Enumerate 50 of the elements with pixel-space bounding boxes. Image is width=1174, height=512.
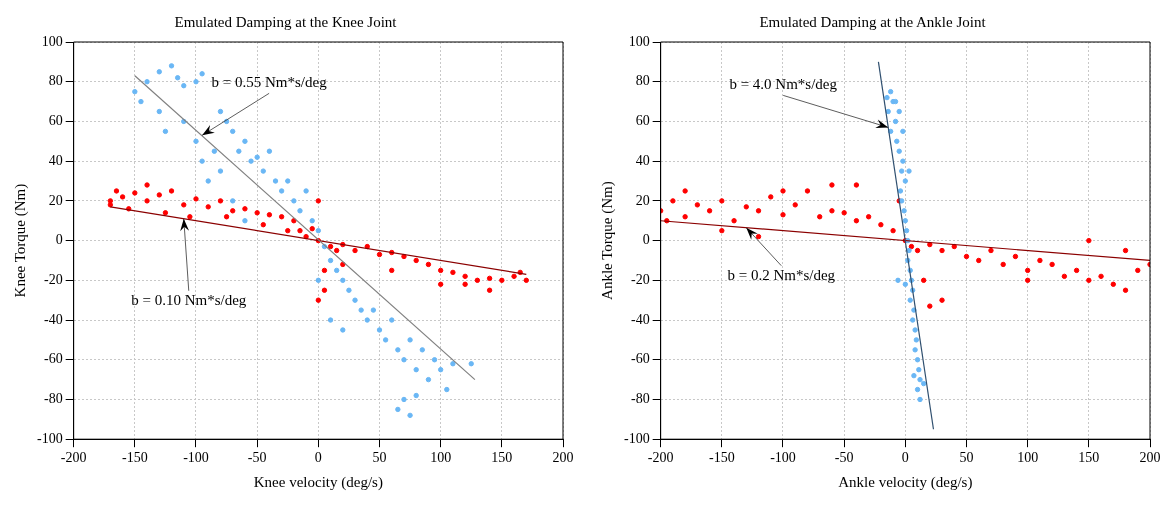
y-tick-label: 40 xyxy=(635,152,650,168)
y-tick-label: -60 xyxy=(630,351,650,367)
y-tick-label: 100 xyxy=(628,33,650,49)
y-tick-label: -40 xyxy=(630,311,650,327)
x-tick-label: 100 xyxy=(1017,450,1039,466)
y-tick-label: -80 xyxy=(43,391,63,407)
x-axis-title: Ankle velocity (deg/s) xyxy=(838,473,973,491)
x-tick-label: 200 xyxy=(1139,450,1161,466)
y-tick-label: -20 xyxy=(43,271,63,287)
x-tick-label: 150 xyxy=(491,450,513,466)
y-tick-label: 20 xyxy=(48,192,63,208)
x-tick-label: 50 xyxy=(372,450,387,466)
x-tick-label: -200 xyxy=(60,450,87,466)
annotation: b = 0.10 Nm*s/deg xyxy=(131,291,247,308)
chart-title: Emulated Damping at the Ankle Joint xyxy=(759,13,987,30)
y-tick-label: -20 xyxy=(630,271,650,287)
x-tick-label: -150 xyxy=(121,450,148,466)
x-tick-label: 50 xyxy=(959,450,974,466)
x-tick-label: 100 xyxy=(430,450,452,466)
y-tick-label: -100 xyxy=(36,430,63,446)
y-tick-label: 0 xyxy=(642,232,650,248)
x-tick-label: 150 xyxy=(1078,450,1100,466)
x-tick-label: 0 xyxy=(901,450,909,466)
y-tick-label: 80 xyxy=(635,73,650,89)
x-tick-label: -50 xyxy=(247,450,267,466)
y-tick-label: 20 xyxy=(635,192,650,208)
x-tick-label: -150 xyxy=(708,450,735,466)
y-tick-label: -40 xyxy=(43,311,63,327)
y-tick-label: 60 xyxy=(635,113,650,129)
x-tick-label: 0 xyxy=(314,450,322,466)
y-tick-label: 100 xyxy=(41,33,63,49)
y-tick-label: 0 xyxy=(55,232,63,248)
y-tick-label: 40 xyxy=(48,152,63,168)
y-tick-label: -100 xyxy=(623,430,650,446)
y-axis-title: Ankle Torque (Nm) xyxy=(598,181,616,300)
x-tick-label: -100 xyxy=(770,450,796,466)
x-tick-label: -200 xyxy=(647,450,674,466)
annotation: b = 4.0 Nm*s/deg xyxy=(729,76,838,93)
x-tick-label: -50 xyxy=(834,450,854,466)
y-tick-label: 80 xyxy=(48,73,63,89)
x-axis-title: Knee velocity (deg/s) xyxy=(253,473,383,491)
y-tick-label: -60 xyxy=(43,351,63,367)
annotation: b = 0.2 Nm*s/deg xyxy=(727,266,836,283)
y-tick-label: -80 xyxy=(630,391,650,407)
x-tick-label: -100 xyxy=(183,450,209,466)
y-tick-label: 60 xyxy=(48,113,63,129)
x-tick-label: 200 xyxy=(552,450,574,466)
annotation: b = 0.55 Nm*s/deg xyxy=(211,74,328,91)
y-axis-title: Knee Torque (Nm) xyxy=(11,183,29,298)
chart-title: Emulated Damping at the Knee Joint xyxy=(174,13,398,30)
